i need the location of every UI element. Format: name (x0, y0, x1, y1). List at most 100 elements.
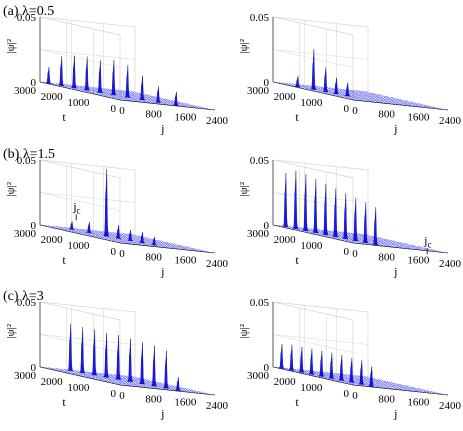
peak-mark (282, 173, 289, 228)
baseline-trace (292, 86, 389, 97)
baseline-trace (86, 92, 182, 103)
z-axis-label: |ψ|² (238, 323, 250, 338)
t-axis (272, 224, 354, 244)
t-tick-label: 0 (111, 246, 117, 258)
row-label-b: (b) λ=1.5 (3, 147, 55, 162)
peak-mark (139, 75, 146, 101)
baseline-trace (106, 96, 202, 108)
j-tick-label: 0 (352, 390, 358, 402)
peak-mark (71, 55, 77, 89)
t-tick-label: 1000 (300, 97, 323, 109)
baseline-trace (46, 226, 142, 237)
peak-mark (139, 232, 146, 244)
t-tick-label: 0 (111, 388, 117, 400)
t-tick-label: 1000 (67, 97, 90, 109)
z-tick-label: 0.05 (250, 155, 270, 167)
j-axis-label: j (160, 407, 164, 421)
baseline-trace (312, 375, 409, 387)
z-tick-label: 0 (31, 220, 37, 232)
j-axis (352, 99, 449, 111)
peak-mark (332, 188, 339, 238)
j-tick-label: 800 (145, 108, 162, 120)
t-tick-label: 0 (111, 103, 117, 115)
peak-mark (151, 345, 157, 387)
j-axis-label: j (393, 407, 397, 421)
t-tick-label: 1000 (67, 382, 90, 394)
peak-mark (348, 358, 355, 383)
t-axis (272, 81, 354, 101)
peak-mark (298, 346, 305, 373)
baseline-trace (99, 95, 196, 106)
z-tick-label: 0.05 (17, 297, 37, 309)
baseline-trace (346, 241, 442, 252)
annotation-jc: jc (72, 199, 80, 215)
j-tick-label: 2400 (439, 400, 462, 412)
j-tick-label: 1600 (407, 255, 430, 267)
t-axis-label: t (62, 110, 66, 124)
peak-mark (91, 329, 98, 376)
t-axis-label: t (62, 253, 66, 267)
peak-mark (103, 332, 110, 378)
baseline-trace (73, 232, 169, 243)
peak-mark (163, 350, 169, 389)
peak-mark (127, 338, 134, 383)
peak-mark (155, 86, 161, 103)
t-tick-label: 3000 (247, 85, 270, 97)
z-axis-label: |ψ|² (238, 38, 250, 53)
j-axis (119, 242, 216, 254)
t-tick-label: 0 (344, 103, 350, 115)
j-tick-label: 2400 (206, 258, 229, 270)
j-axis-label: j (160, 265, 164, 279)
j-tick-label: 1600 (407, 397, 430, 409)
baseline-trace (59, 371, 156, 382)
z-axis-label: |ψ|² (5, 181, 17, 196)
peak-mark (310, 49, 317, 90)
peak-mark (127, 229, 134, 242)
peak-mark (173, 91, 179, 106)
j-tick-label: 2400 (206, 115, 229, 127)
baseline-trace (106, 381, 202, 393)
j-axis (352, 242, 449, 254)
peak-mark (115, 335, 122, 380)
wall-grid-z (272, 192, 369, 211)
t-axis-label: t (62, 395, 66, 409)
peak-mark (328, 352, 335, 379)
baseline-trace (299, 372, 395, 384)
baseline-trace (306, 232, 402, 243)
t-tick-label: 2000 (274, 234, 297, 246)
t-tick-label: 1000 (67, 240, 90, 252)
peak-mark (115, 224, 122, 239)
t-axis-label: t (295, 395, 299, 409)
peak-mark (362, 202, 369, 244)
baseline-trace (66, 87, 162, 99)
baseline-trace (299, 87, 395, 99)
row-label-c: (c) λ=3 (3, 289, 44, 304)
t-tick-label: 1000 (300, 382, 323, 394)
annotation-jc-subscript: c (77, 205, 81, 215)
j-tick-label: 0 (352, 105, 358, 117)
peak-mark (344, 82, 351, 97)
baseline-trace (292, 229, 389, 240)
baseline-trace (346, 98, 442, 109)
baseline-trace (46, 368, 142, 379)
z-axis-label: |ψ|² (5, 323, 17, 338)
peak-mark (294, 76, 301, 88)
baseline-trace (279, 226, 375, 237)
peak-mark (86, 221, 92, 234)
baseline-trace (93, 378, 189, 390)
j-tick-label: 1600 (174, 112, 197, 124)
peak-mark (84, 56, 90, 91)
baseline-trace (53, 227, 149, 239)
baseline-trace (286, 84, 382, 96)
peak-mark (372, 207, 379, 246)
t-tick-label: 3000 (247, 228, 270, 240)
baseline-trace (306, 374, 402, 385)
z-tick-label: 0.05 (250, 12, 270, 24)
j-axis-label: j (393, 265, 397, 279)
t-tick-label: 2000 (274, 91, 297, 103)
t-tick-label: 3000 (14, 228, 37, 240)
